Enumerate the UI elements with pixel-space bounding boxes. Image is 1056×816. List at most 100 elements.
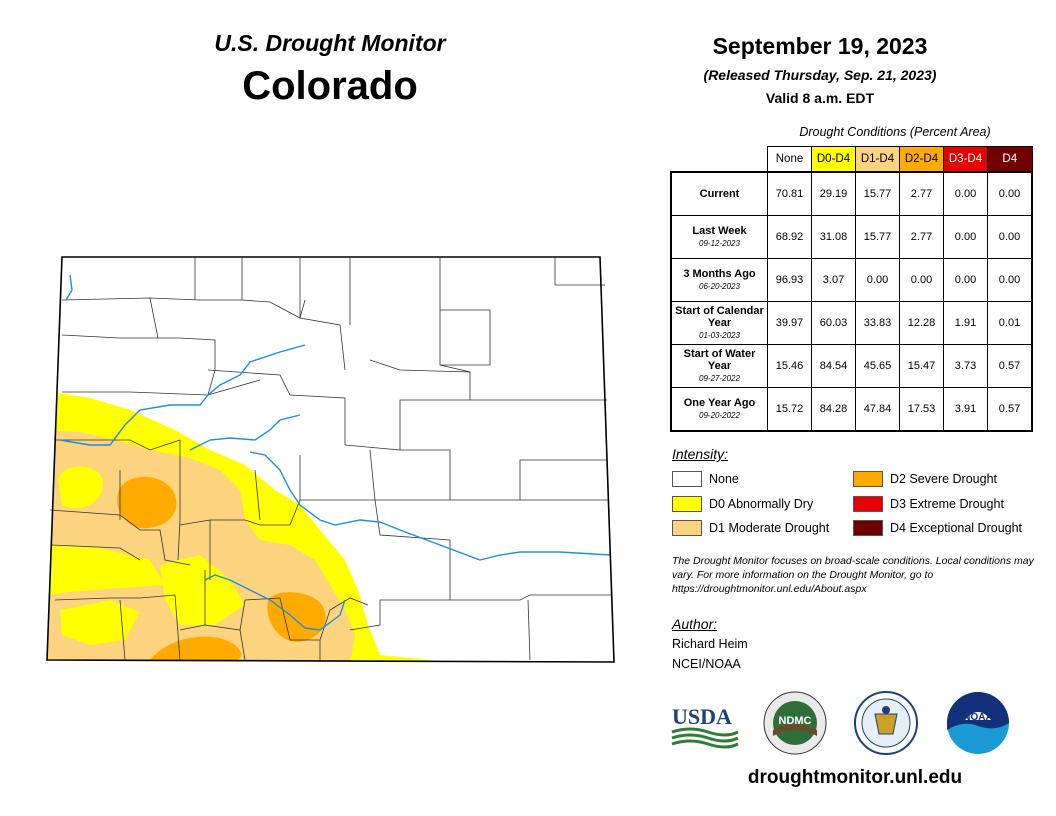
table-row: Current 70.81 29.19 15.77 2.77 0.00 0.00 xyxy=(670,171,1033,216)
state-name: Colorado xyxy=(242,64,418,108)
table-caption: Drought Conditions (Percent Area) xyxy=(799,125,991,139)
table-cell: 47.84 xyxy=(855,387,900,432)
author-org: NCEI/NOAA xyxy=(672,657,741,671)
row-date: 09-20-2022 xyxy=(699,410,740,420)
table-cell: 15.47 xyxy=(899,344,944,388)
table-cell: 1.91 xyxy=(943,301,988,345)
table-cell: 70.81 xyxy=(767,171,812,216)
table-corner xyxy=(671,147,768,173)
release-date: (Released Thursday, Sep. 21, 2023) xyxy=(703,67,937,83)
row-label: One Year Ago 09-20-2022 xyxy=(670,387,768,432)
commerce-seal-logo xyxy=(854,691,918,755)
table-cell: 15.46 xyxy=(767,344,812,388)
legend-label: D0 Abnormally Dry xyxy=(709,497,814,511)
legend-item-d2: D2 Severe Drought xyxy=(853,470,997,488)
table-cell: 12.28 xyxy=(899,301,944,345)
row-label-text: Last Week xyxy=(692,224,747,237)
noaa-logo: NOAA xyxy=(947,692,1009,754)
table-cell: 68.92 xyxy=(767,215,812,259)
table-cell: 0.57 xyxy=(987,344,1033,388)
legend-item-none: None xyxy=(672,470,739,488)
usda-logo: USDA xyxy=(671,704,739,749)
map-date: September 19, 2023 xyxy=(712,33,928,59)
county-boundaries xyxy=(49,258,612,662)
intensity-heading: Intensity: xyxy=(672,446,729,462)
legend-label: None xyxy=(709,472,739,486)
table-cell: 0.00 xyxy=(943,258,988,302)
legend-swatch xyxy=(853,471,883,487)
legend-item-d3: D3 Extreme Drought xyxy=(853,495,1004,513)
d0-abnormally-dry-area xyxy=(58,466,103,509)
table-cell: 31.08 xyxy=(811,215,856,259)
legend-label: D3 Extreme Drought xyxy=(890,497,1004,511)
legend-item-d0: D0 Abnormally Dry xyxy=(672,495,813,513)
table-row: Start of Calendar Year 01-03-2023 39.97 60.… xyxy=(670,301,1033,345)
table-cell: 0.57 xyxy=(987,387,1033,432)
table-cell: 0.00 xyxy=(987,215,1033,259)
legend-label: D2 Severe Drought xyxy=(890,472,998,486)
column-header: D3-D4 xyxy=(943,146,988,173)
row-date: 01-03-2023 xyxy=(699,330,740,340)
d0-abnormally-dry-area xyxy=(60,600,140,645)
table-cell: 0.00 xyxy=(987,171,1033,216)
table-cell: 17.53 xyxy=(899,387,944,432)
website-link[interactable]: droughtmonitor.unl.edu xyxy=(747,767,963,788)
row-label-text: Start of Water Year xyxy=(683,347,756,372)
table-row: 3 Months Ago 06-20-2023 96.93 3.07 0.00 0.00 0… xyxy=(670,258,1033,302)
row-label-text: Current xyxy=(699,188,740,200)
legend-label: D1 Moderate Drought xyxy=(709,521,830,535)
table-header-row: None D0-D4 D1-D4 D2-D4 D3-D4 D4 xyxy=(671,146,1033,173)
info-note: The Drought Monitor focuses on broad-sca… xyxy=(672,555,1034,595)
table-row: One Year Ago 09-20-2022 15.72 84.28 47.84 17.… xyxy=(670,387,1033,432)
table-cell: 2.77 xyxy=(899,171,944,216)
noaa-logo-text: NOAA xyxy=(963,712,992,723)
row-date: 09-27-2022 xyxy=(699,373,740,383)
column-header: D0-D4 xyxy=(811,146,856,173)
legend-swatch xyxy=(672,471,702,487)
d2-severe-drought-area xyxy=(117,476,177,529)
table-cell: 3.73 xyxy=(943,344,988,388)
table-body: Current 70.81 29.19 15.77 2.77 0.00 0.00 Last W… xyxy=(670,171,1033,432)
table-cell: 15.77 xyxy=(855,215,900,259)
column-header: D2-D4 xyxy=(899,146,944,173)
row-label: Start of Calendar Year 01-03-2023 xyxy=(670,301,768,345)
legend-swatch xyxy=(672,496,702,512)
legend-item-d1: D1 Moderate Drought xyxy=(672,519,829,537)
d0-abnormally-dry-area xyxy=(160,555,245,625)
drought-areas xyxy=(47,257,614,662)
table-cell: 2.77 xyxy=(899,215,944,259)
table-cell: 0.00 xyxy=(943,215,988,259)
column-header: D1-D4 xyxy=(855,146,900,173)
row-date: 09-12-2023 xyxy=(699,238,740,248)
row-label: 3 Months Ago 06-20-2023 xyxy=(670,258,768,302)
table-row: Start of Water Year 09-27-2022 15.46 84.54 4… xyxy=(670,344,1033,388)
legend-swatch xyxy=(672,520,702,536)
ndmc-logo: NDMC xyxy=(763,691,827,755)
valid-time: Valid 8 a.m. EDT xyxy=(765,90,875,106)
map-title: U.S. Drought Monitor xyxy=(214,30,446,56)
table-cell: 33.83 xyxy=(855,301,900,345)
row-label: Current xyxy=(670,171,768,216)
author-heading: Author: xyxy=(672,616,718,632)
table-cell: 15.77 xyxy=(855,171,900,216)
table-cell: 0.00 xyxy=(943,171,988,216)
table-cell: 84.54 xyxy=(811,344,856,388)
table-cell: 45.65 xyxy=(855,344,900,388)
table-cell: 29.19 xyxy=(811,171,856,216)
legend-item-d4: D4 Exceptional Drought xyxy=(853,519,1022,537)
row-label: Last Week 09-12-2023 xyxy=(670,215,768,259)
row-label: Start of Water Year 09-27-2022 xyxy=(670,344,768,388)
table-cell: 84.28 xyxy=(811,387,856,432)
table-cell: 39.97 xyxy=(767,301,812,345)
table-cell: 0.00 xyxy=(855,258,900,302)
usda-logo-text: USDA xyxy=(672,704,732,729)
row-date: 06-20-2023 xyxy=(699,281,740,291)
table-row: Last Week 09-12-2023 68.92 31.08 15.77 2.77 0.… xyxy=(670,215,1033,259)
row-label-text: Start of Calendar Year xyxy=(675,304,764,329)
table-cell: 3.07 xyxy=(811,258,856,302)
drought-conditions-table: None D0-D4 D1-D4 D2-D4 D3-D4 D4 Current 7… xyxy=(670,146,1033,432)
colorado-drought-map xyxy=(46,256,615,663)
legend-swatch xyxy=(853,496,883,512)
row-label-text: 3 Months Ago xyxy=(683,267,756,280)
table-cell: 0.01 xyxy=(987,301,1033,345)
